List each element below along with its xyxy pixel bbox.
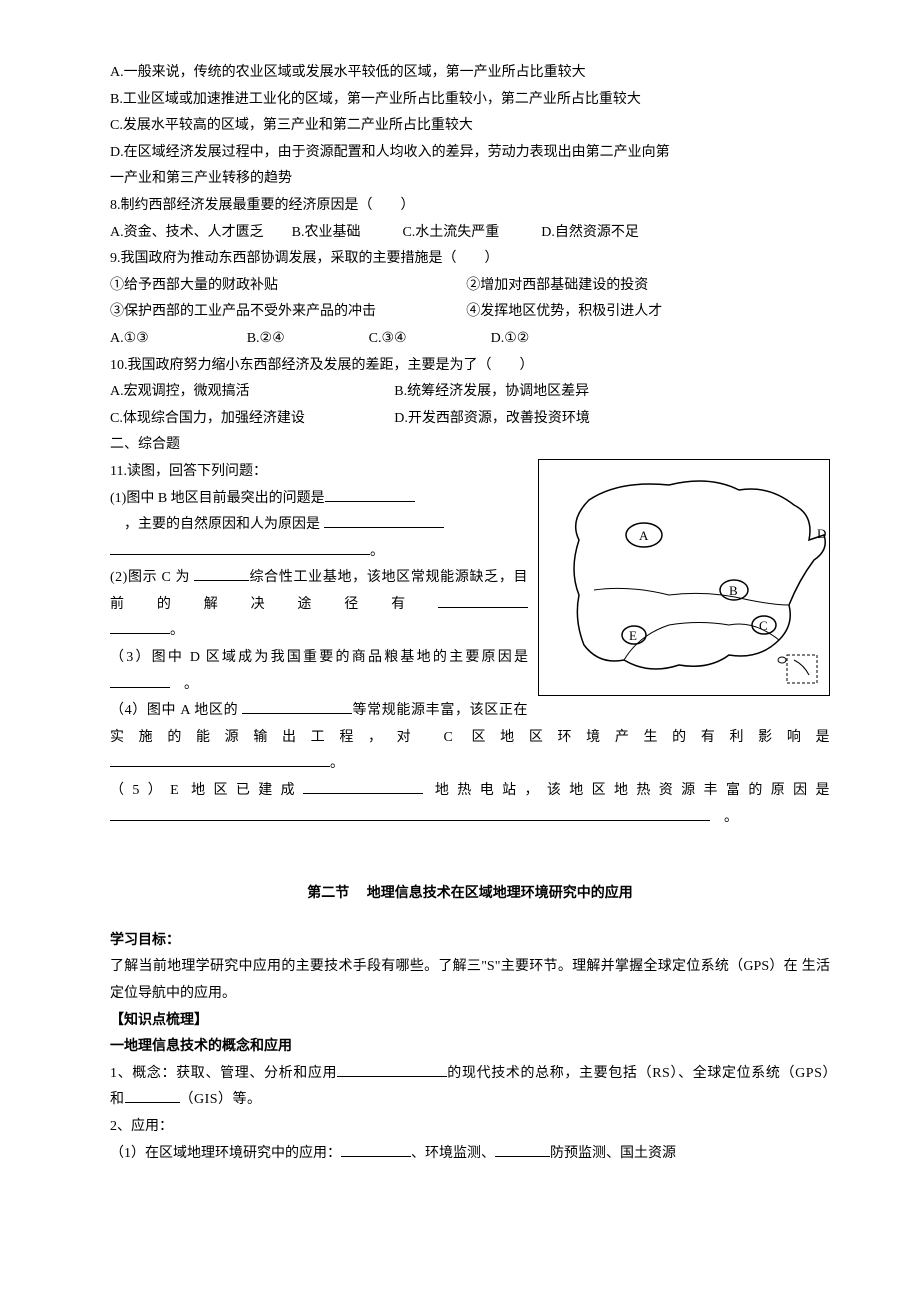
kp-2-1-text-c: 防预监测、国土资源 [550, 1146, 676, 1161]
question-11-4c: 。 [110, 751, 830, 778]
q11-3-text-a: （3）图中 D 区域成为我国重要的商品粮基地的主要原因是 [110, 650, 528, 665]
blank [194, 566, 249, 581]
q11-4-text-a: （4）图中 A 地区的 [110, 703, 242, 718]
blank [110, 752, 330, 767]
q11-5-text-b: 地热电站，该地区地热资源丰富的原因是 [423, 783, 830, 798]
question-10-row2: C.体现综合国力，加强经济建设 D.开发西部资源，改善投资环境 [110, 406, 830, 433]
question-10: 10.我国政府努力缩小东西部经济及发展的差距，主要是为了（ ） [110, 353, 830, 380]
learning-goal-title: 学习目标： [110, 928, 830, 955]
question-10-row1: A.宏观调控，微观搞活 B.统筹经济发展，协调地区差异 [110, 379, 830, 406]
document-body: A.一般来说，传统的农业区域或发展水平较低的区域，第一产业所占比重较大 B.工业… [110, 60, 830, 1167]
q10-opt-a: A.宏观调控，微观搞活 [110, 379, 391, 406]
q10-opt-b: B.统筹经济发展，协调地区差异 [394, 384, 589, 399]
china-map-figure: A B C D E [538, 459, 830, 696]
question-9-items-2: ③保护西部的工业产品不受外来产品的冲击 ④发挥地区优势，积极引进人才 [110, 299, 830, 326]
learning-goal-text: 了解当前地理学研究中应用的主要技术手段有哪些。了解三"S"主要环节。理解并掌握全… [110, 954, 830, 1007]
question-11-4: （4）图中 A 地区的 等常规能源丰富，该区正在实施的能源输出工程，对 C 区地… [110, 698, 830, 751]
question-option: B.工业区域或加速推进工业化的区域，第一产业所占比重较小，第二产业所占比重较大 [110, 87, 830, 114]
q11-3-text-b: 。 [184, 677, 198, 692]
q9-item-4: ④发挥地区优势，积极引进人才 [466, 304, 662, 319]
q11-2-text-c: 。 [170, 623, 184, 638]
q10-opt-d: D.开发西部资源，改善投资环境 [394, 411, 590, 426]
china-map-svg: A B C D E [539, 460, 829, 695]
question-9-options: A.①③ B.②④ C.③④ D.①② [110, 326, 830, 353]
question-option: A.一般来说，传统的农业区域或发展水平较低的区域，第一产业所占比重较大 [110, 60, 830, 87]
section-2-title: 第二节 地理信息技术在区域地理环境研究中的应用 [110, 881, 830, 908]
question-9: 9.我国政府为推动东西部协调发展，采取的主要措施是（ ） [110, 246, 830, 273]
question-option: D.在区域经济发展过程中，由于资源配置和人均收入的差异，劳动力表现出由第二产业向… [110, 140, 830, 167]
island-1 [778, 657, 786, 663]
kp-1-text-c: （GIS）等。 [180, 1092, 262, 1107]
question-11-5c: 。 [110, 805, 830, 832]
blank [438, 593, 528, 608]
q11-1-text-a: (1)图中 B 地区目前最突出的问题是 [110, 491, 325, 506]
q9-item-3: ③保护西部的工业产品不受外来产品的冲击 [110, 299, 463, 326]
inner-line-1 [594, 588, 789, 605]
inset-detail [794, 660, 809, 675]
q11-5-text-a: （5）E 地区已建成 [110, 783, 303, 798]
kp-2-1: （1）在区域地理环境研究中的应用： 、环境监测、 防预监测、国土资源 [110, 1141, 830, 1168]
blank [110, 673, 170, 688]
question-11-5: （5）E 地区已建成 地热电站，该地区地热资源丰富的原因是 [110, 778, 830, 805]
label-c: C [759, 618, 768, 633]
blank [110, 540, 370, 555]
blank [125, 1088, 180, 1103]
blank [495, 1142, 550, 1157]
kp-1: 1、概念：获取、管理、分析和应用的现代技术的总称，主要包括（RS）、全球定位系统… [110, 1061, 830, 1114]
question-option: C.发展水平较高的区域，第三产业和第二产业所占比重较大 [110, 113, 830, 140]
blank [337, 1062, 447, 1077]
question-option-cont: 一产业和第三产业转移的趋势 [110, 166, 830, 193]
q11-2-text-a: (2)图示 C 为 [110, 570, 194, 585]
blank [325, 487, 415, 502]
kp-2-1-text-b: 、环境监测、 [411, 1146, 495, 1161]
blank [341, 1142, 411, 1157]
section-2-heading: 二、综合题 [110, 432, 830, 459]
q11-1-text-c: 。 [370, 544, 384, 559]
blank [303, 779, 423, 794]
label-d: D [817, 526, 826, 541]
question-8-options: A.资金、技术、人才匮乏 B.农业基础 C.水土流失严重 D.自然资源不足 [110, 220, 830, 247]
label-a: A [639, 528, 649, 543]
q11-1-text-b: ，主要的自然原因和人为原因是 [124, 517, 324, 532]
kp-2-1-text-a: （1）在区域地理环境研究中的应用： [110, 1146, 341, 1161]
q9-item-1: ①给予西部大量的财政补贴 [110, 273, 463, 300]
q9-item-2: ②增加对西部基础建设的投资 [466, 278, 648, 293]
label-b: B [729, 583, 738, 598]
blank [324, 513, 444, 528]
knowledge-point-title: 【知识点梳理】 [110, 1008, 830, 1035]
inset-box [787, 655, 817, 683]
knowledge-point-subtitle: 一地理信息技术的概念和应用 [110, 1034, 830, 1061]
q11-5-text-c: 。 [724, 810, 738, 825]
question-8: 8.制约西部经济发展最重要的经济原因是（ ） [110, 193, 830, 220]
kp-1-text-a: 1、概念：获取、管理、分析和应用 [110, 1066, 337, 1081]
label-e: E [629, 628, 637, 643]
blank [110, 619, 170, 634]
q10-opt-c: C.体现综合国力，加强经济建设 [110, 406, 391, 433]
blank [110, 806, 710, 821]
china-outline [574, 481, 825, 669]
blank [242, 699, 352, 714]
q11-4-text-c: 。 [330, 756, 344, 771]
kp-2: 2、应用： [110, 1114, 830, 1141]
question-9-items: ①给予西部大量的财政补贴 ②增加对西部基础建设的投资 [110, 273, 830, 300]
